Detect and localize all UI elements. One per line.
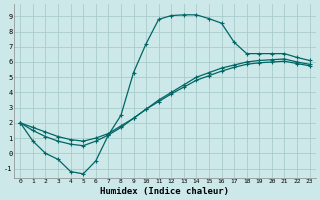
X-axis label: Humidex (Indice chaleur): Humidex (Indice chaleur) — [100, 187, 229, 196]
